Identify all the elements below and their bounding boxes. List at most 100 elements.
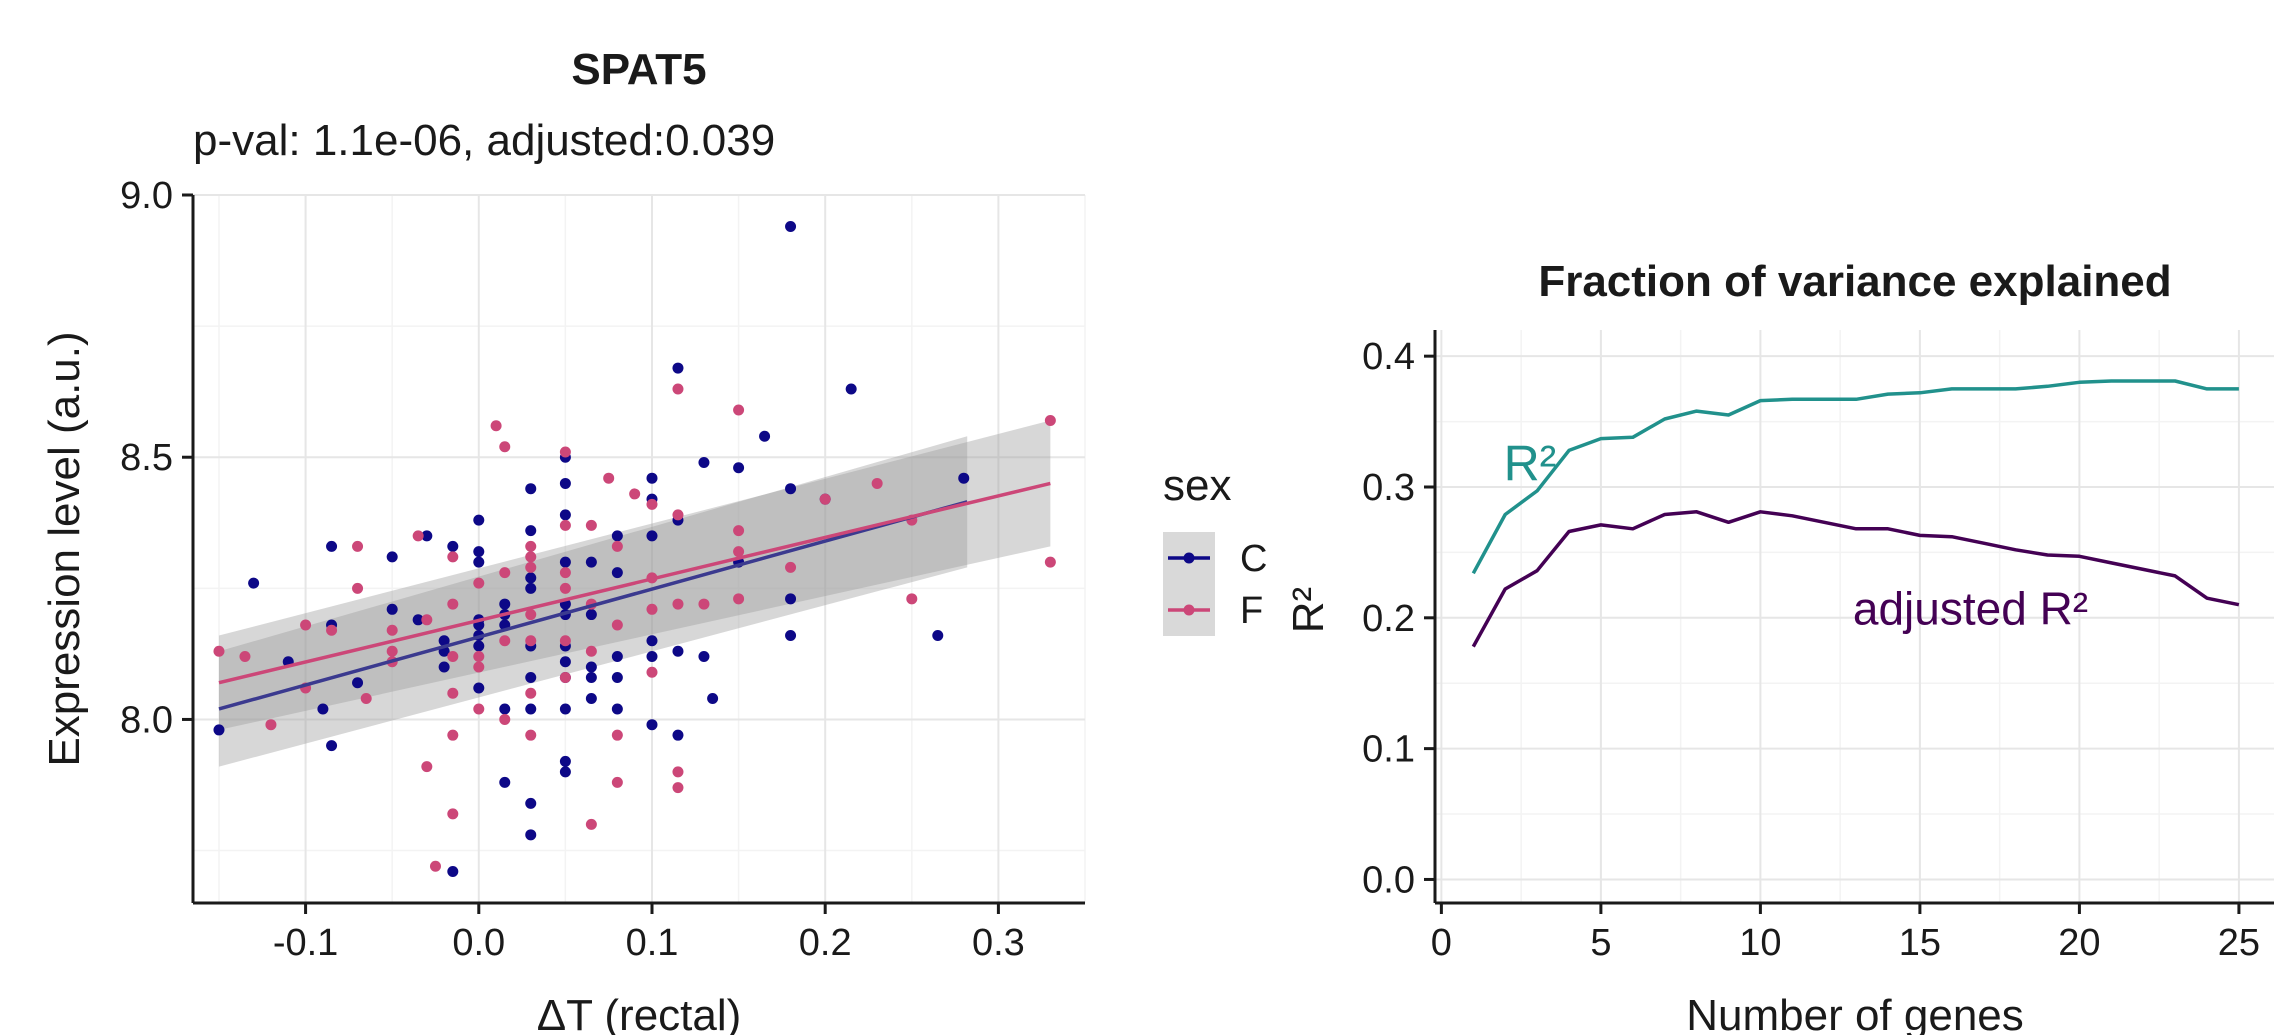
data-point-f	[672, 383, 684, 395]
data-point-c	[326, 740, 338, 752]
data-point-c	[525, 582, 537, 594]
data-point-f	[733, 404, 745, 416]
data-point-c	[958, 472, 970, 484]
data-point-f	[499, 713, 511, 725]
data-point-f	[819, 493, 831, 505]
y-tick-label: 0.4	[1362, 336, 1415, 378]
data-point-c	[672, 729, 684, 741]
data-point-c	[473, 556, 485, 568]
data-point-f	[585, 818, 597, 830]
data-point-f	[611, 619, 623, 631]
data-point-c	[525, 572, 537, 584]
data-point-f	[611, 776, 623, 788]
data-point-f	[525, 687, 537, 699]
data-point-f	[386, 624, 398, 636]
data-point-f	[603, 472, 615, 484]
data-point-f	[585, 519, 597, 531]
data-point-c	[932, 630, 944, 642]
data-point-f	[239, 651, 251, 663]
legend-label-f: F	[1240, 590, 1263, 632]
data-point-c	[759, 430, 771, 442]
data-point-f	[1044, 556, 1056, 568]
data-point-c	[672, 645, 684, 657]
variance-explained-chart: R² adjusted R² 0 5 10 15 20 25 0.0 0.1 0.2 0.3 0.4 Fr…	[1284, 257, 2274, 1035]
data-point-c	[585, 671, 597, 683]
data-point-c	[611, 567, 623, 579]
x-tick-label: 25	[2218, 922, 2260, 964]
data-point-f	[906, 593, 918, 605]
data-point-f	[672, 509, 684, 521]
data-point-c	[646, 635, 658, 647]
data-point-c	[707, 692, 719, 704]
data-point-f	[871, 477, 883, 489]
x-axis-title: Number of genes	[1686, 991, 2024, 1035]
data-point-f	[473, 703, 485, 715]
data-point-f	[611, 729, 623, 741]
data-point-f	[429, 860, 441, 872]
data-point-c	[785, 630, 797, 642]
data-point-f	[499, 635, 511, 647]
x-tick-label: -0.1	[273, 922, 338, 964]
data-point-c	[438, 661, 450, 673]
data-point-f	[352, 582, 364, 594]
data-point-c	[412, 614, 424, 626]
data-point-f	[559, 446, 571, 458]
data-point-f	[559, 582, 571, 594]
data-point-f	[525, 729, 537, 741]
y-tick-label: 8.0	[120, 699, 173, 741]
data-point-c	[352, 677, 364, 689]
data-point-c	[525, 703, 537, 715]
data-point-f	[585, 645, 597, 657]
data-point-c	[646, 530, 658, 542]
data-point-f	[326, 624, 338, 636]
data-point-c	[386, 551, 398, 563]
data-point-f	[646, 498, 658, 510]
data-point-f	[499, 567, 511, 579]
x-axis-title: ΔT (rectal)	[537, 991, 742, 1035]
y-axis-title: Expression level (a.u.)	[40, 331, 89, 766]
data-point-f	[412, 530, 424, 542]
data-point-f	[629, 488, 641, 500]
data-point-f	[672, 766, 684, 778]
data-point-c	[611, 703, 623, 715]
data-point-c	[525, 483, 537, 495]
data-point-c	[611, 651, 623, 663]
data-point-c	[698, 456, 710, 468]
data-point-f	[265, 719, 277, 731]
data-point-c	[499, 703, 511, 715]
data-point-f	[360, 692, 372, 704]
data-point-c	[248, 577, 260, 589]
data-point-f	[447, 551, 459, 563]
data-point-c	[559, 556, 571, 568]
legend-point-f	[1183, 604, 1195, 616]
data-point-c	[525, 671, 537, 683]
chart-title: Fraction of variance explained	[1538, 257, 2171, 306]
data-point-c	[525, 797, 537, 809]
data-point-f	[559, 635, 571, 647]
data-point-c	[447, 866, 459, 878]
data-point-c	[646, 472, 658, 484]
chart-subtitle: p-val: 1.1e-06, adjusted:0.039	[193, 116, 775, 165]
regression-line-c	[218, 500, 968, 711]
x-tick-label: 0	[1431, 922, 1452, 964]
data-point-c	[525, 525, 537, 537]
data-point-f	[559, 567, 571, 579]
y-tick-label: 9.0	[120, 175, 173, 217]
legend-point-c	[1183, 552, 1195, 564]
data-point-c	[559, 703, 571, 715]
data-point-c	[559, 766, 571, 778]
data-point-c	[611, 671, 623, 683]
data-point-f	[733, 593, 745, 605]
data-point-c	[559, 477, 571, 489]
data-point-c	[559, 509, 571, 521]
data-point-f	[525, 551, 537, 563]
data-point-f	[490, 420, 502, 432]
data-point-f	[646, 603, 658, 615]
data-point-f	[213, 645, 225, 657]
data-point-f	[447, 729, 459, 741]
x-tick-label: 0.3	[972, 922, 1025, 964]
regression-line-f	[218, 481, 1051, 685]
x-tick-label: 10	[1739, 922, 1781, 964]
data-point-f	[352, 540, 364, 552]
